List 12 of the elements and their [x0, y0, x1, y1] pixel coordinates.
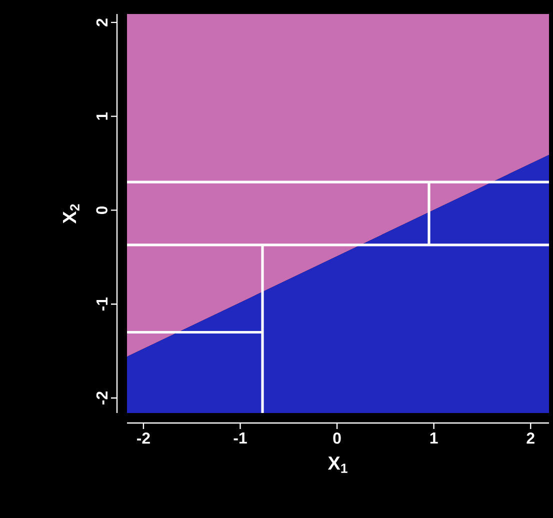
x-tick-label: 0: [333, 432, 341, 444]
y-axis-title: X$_{2}$: [63, 204, 80, 224]
y-tick-label: 1: [96, 112, 108, 120]
x-tick-label: 1: [430, 432, 438, 444]
x-tick-label: -2: [136, 432, 150, 444]
y-tick-label: -2: [96, 392, 108, 404]
x-axis-title: X$_{1}$: [328, 456, 348, 473]
y-tick-label: 2: [96, 18, 108, 26]
x-tick-label: -1: [234, 432, 247, 444]
y-tick-label: -1: [96, 297, 108, 311]
x-tick-label: 2: [526, 432, 534, 444]
y-tick-label: 0: [96, 206, 108, 214]
